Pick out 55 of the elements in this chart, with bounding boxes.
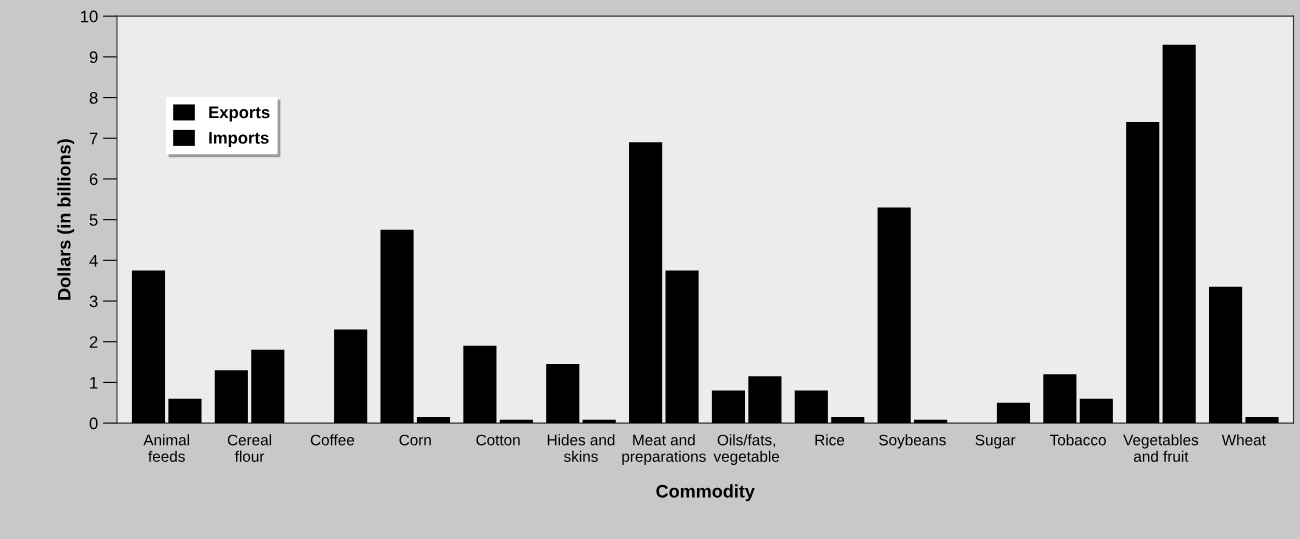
y-tick-label: 9 — [89, 51, 98, 64]
x-tick-label: Sugar — [975, 434, 1016, 449]
y-tick-label: 5 — [89, 214, 98, 226]
legend-label: Exports — [209, 106, 270, 122]
bar — [1079, 398, 1113, 424]
y-tick-label: 6 — [89, 173, 98, 186]
bar — [168, 398, 202, 424]
bar — [416, 417, 451, 424]
y-tick-label: 4 — [89, 254, 98, 267]
x-tick-label: Animal feeds — [143, 434, 190, 462]
bar — [665, 270, 699, 424]
x-tick-label: Cereal flour — [227, 434, 272, 462]
bar — [1162, 44, 1196, 424]
bar — [546, 364, 580, 424]
bar — [463, 345, 497, 424]
x-tick-label: Cotton — [476, 434, 520, 446]
x-tick-label: Tobacco — [1049, 434, 1106, 446]
x-tick-label: Oils/fats, vegetable — [713, 434, 780, 465]
x-tick-label: Wheat — [1221, 434, 1266, 446]
y-tick-label: 3 — [89, 295, 98, 308]
x-tick-label: Vegetables and fruit — [1123, 434, 1199, 462]
bar — [1126, 121, 1160, 424]
y-tick-label: 10 — [80, 10, 98, 23]
bar — [499, 419, 533, 424]
bar — [582, 419, 616, 424]
y-tick-label: 1 — [90, 376, 98, 389]
y-tick-label: 8 — [89, 91, 98, 104]
bar — [251, 349, 285, 424]
bar — [629, 142, 663, 424]
x-tick-label: Coffee — [310, 434, 355, 446]
bar — [996, 402, 1031, 424]
x-tick-label: Corn — [399, 434, 431, 446]
x-tick-label: Soybeans — [879, 434, 946, 449]
bar — [380, 229, 414, 424]
bar — [748, 376, 782, 424]
x-axis-title: Commodity — [656, 484, 755, 502]
bar — [334, 329, 368, 424]
bar — [831, 417, 865, 424]
y-tick-label: 7 — [89, 132, 98, 145]
bar — [131, 270, 166, 424]
bar — [1208, 286, 1243, 424]
bar — [214, 370, 248, 424]
x-tick-label: Meat and preparations — [622, 434, 706, 465]
bar — [794, 390, 828, 424]
bar — [877, 207, 911, 424]
bar — [1245, 417, 1279, 424]
x-tick-label: Rice — [815, 434, 845, 446]
y-axis-title: Dollars (in billions) — [57, 139, 75, 300]
bar — [914, 419, 948, 424]
bar — [1043, 374, 1077, 424]
y-tick-label: 0 — [89, 417, 98, 430]
bar — [711, 390, 746, 424]
y-tick-label: 2 — [89, 336, 98, 348]
legend-label: Imports — [209, 132, 269, 147]
x-tick-label: Hides and skins — [547, 434, 615, 462]
